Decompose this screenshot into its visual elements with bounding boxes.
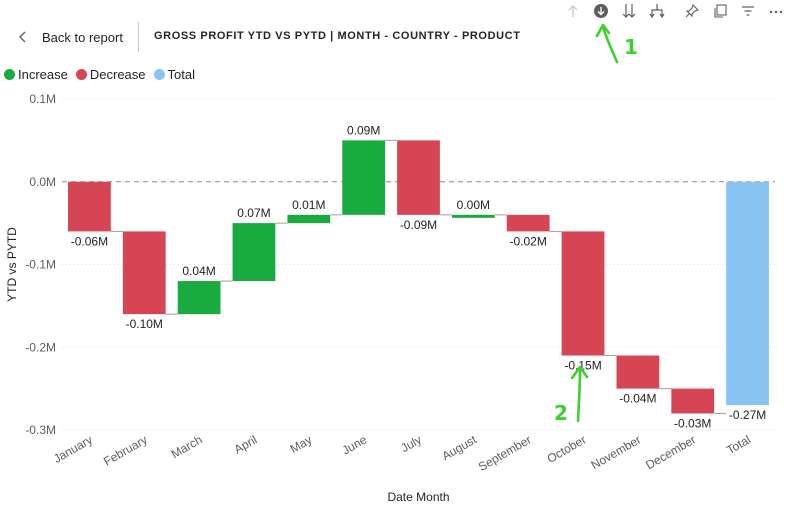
bar-june xyxy=(342,140,386,215)
legend-label-decrease: Decrease xyxy=(89,67,146,82)
legend-label-increase: Increase xyxy=(18,67,68,82)
visual-header: Back to report GROSS PROFIT YTD VS PYTD … xyxy=(0,0,788,70)
bar-july xyxy=(397,140,440,215)
data-label-total: -0.27M xyxy=(729,408,766,422)
y-tick-label: -0.2M xyxy=(25,340,56,354)
x-axis-title: Date Month xyxy=(387,490,449,504)
data-label-july: -0.09M xyxy=(400,218,437,232)
bar-total xyxy=(726,181,769,406)
legend-item-total[interactable]: Total xyxy=(153,67,195,82)
x-tick-label-june: June xyxy=(340,432,370,457)
y-tick-label: 0.1M xyxy=(29,92,56,106)
visual-title: GROSS PROFIT YTD VS PYTD | MONTH - COUNT… xyxy=(154,30,521,42)
x-tick-label-january: January xyxy=(51,432,95,465)
y-tick-label: -0.1M xyxy=(25,258,56,272)
bar-december xyxy=(671,388,715,414)
x-tick-label-february: February xyxy=(101,432,150,468)
y-tick-label: 0.0M xyxy=(29,175,56,189)
header-divider xyxy=(138,22,139,52)
data-label-september: -0.02M xyxy=(510,234,547,248)
legend-item-increase[interactable]: Increase xyxy=(4,67,68,82)
data-label-august: 0.00M xyxy=(457,198,490,212)
x-tick-label-march: March xyxy=(169,432,205,461)
data-label-november: -0.04M xyxy=(619,392,656,406)
drill-down-icon[interactable] xyxy=(589,0,613,22)
bar-january xyxy=(68,181,111,232)
chevron-left-icon xyxy=(19,31,26,43)
expand-hierarchy-icon[interactable] xyxy=(645,0,669,22)
data-label-april: 0.07M xyxy=(237,206,270,220)
pin-icon[interactable] xyxy=(680,0,704,22)
data-label-june: 0.09M xyxy=(347,123,380,137)
bar-may xyxy=(287,214,331,224)
x-tick-label-november: November xyxy=(588,432,643,472)
x-tick-label-august: August xyxy=(439,432,479,463)
legend-dot-decrease xyxy=(75,69,87,80)
x-tick-label-december: December xyxy=(643,432,698,472)
bar-april xyxy=(232,223,276,282)
legend-dot-increase xyxy=(4,69,15,80)
copy-icon[interactable] xyxy=(708,0,732,22)
chart-legend: Increase Decrease Total xyxy=(4,67,203,82)
bar-march xyxy=(177,281,221,315)
legend-dot-total xyxy=(153,69,165,80)
legend-label-total: Total xyxy=(167,67,195,82)
filter-icon[interactable] xyxy=(736,0,760,22)
x-tick-label-september: September xyxy=(476,432,534,473)
visual-toolbar xyxy=(560,0,788,22)
x-tick-label-total: Total xyxy=(724,432,753,457)
more-options-icon[interactable] xyxy=(764,0,788,22)
data-label-march: 0.04M xyxy=(182,264,215,278)
legend-item-decrease[interactable]: Decrease xyxy=(75,67,146,82)
back-to-report-label: Back to report xyxy=(42,29,123,45)
x-tick-label-july: July xyxy=(399,432,424,455)
expand-all-icon[interactable] xyxy=(617,0,641,22)
data-label-december: -0.03M xyxy=(674,416,711,430)
data-label-october: -0.15M xyxy=(564,359,601,373)
arrow-up-icon[interactable] xyxy=(561,0,585,22)
y-axis-title: YTD vs PYTD xyxy=(5,227,19,302)
bar-october xyxy=(561,231,605,356)
x-tick-label-april: April xyxy=(232,432,260,456)
bar-november xyxy=(616,355,660,389)
data-label-may: 0.01M xyxy=(292,198,325,212)
x-tick-label-october: October xyxy=(545,432,589,465)
x-tick-label-may: May xyxy=(288,432,315,455)
bar-august xyxy=(451,214,495,218)
bar-february xyxy=(122,231,166,315)
back-to-report-button[interactable]: Back to report xyxy=(14,26,123,48)
data-label-january: -0.06M xyxy=(71,234,108,248)
bar-september xyxy=(506,214,550,232)
data-label-february: -0.10M xyxy=(126,317,163,331)
y-tick-label: -0.3M xyxy=(25,423,56,437)
